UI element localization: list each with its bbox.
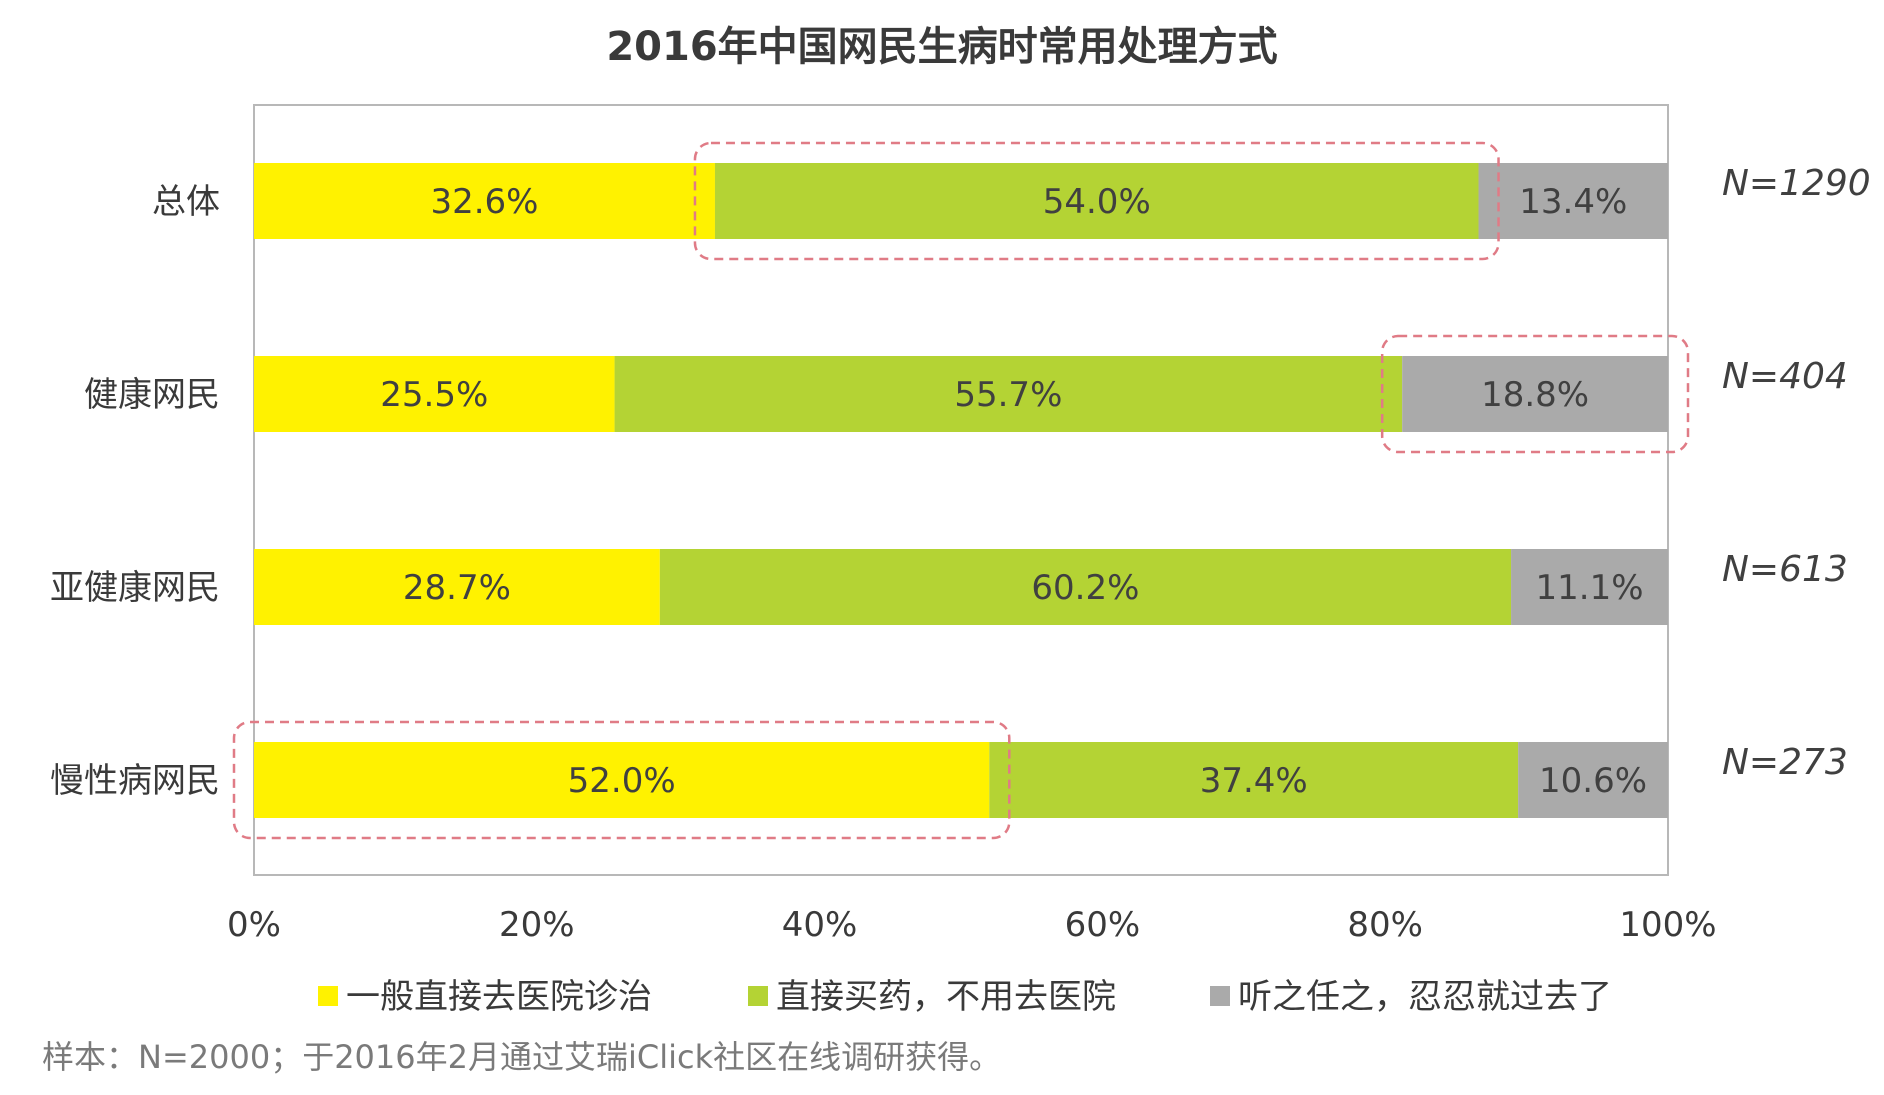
bars-group: 总体 32.6% 54.0% 13.4% N=1290 健康网民 25.5% 55.7% 18.… xyxy=(50,163,1871,818)
bar-segment xyxy=(254,163,715,239)
bar-segment xyxy=(1518,742,1668,818)
highlight-box xyxy=(1380,334,1690,454)
category-label: 健康网民 xyxy=(84,375,220,415)
x-tick-label: 100% xyxy=(1619,905,1716,945)
bar-segment xyxy=(989,742,1519,818)
highlight-group xyxy=(232,141,1690,840)
data-label: 60.2% xyxy=(1031,568,1139,608)
x-axis-ticks: 0% 20% 40% 60% 80% 100% xyxy=(227,905,1717,945)
sample-size-label: N=273 xyxy=(1722,742,1848,783)
x-tick-label: 60% xyxy=(1065,905,1141,945)
data-label: 13.4% xyxy=(1519,182,1627,222)
plot-frame xyxy=(253,104,1669,876)
data-label: 37.4% xyxy=(1200,761,1308,801)
data-label: 55.7% xyxy=(954,375,1062,415)
legend-swatch xyxy=(1210,986,1230,1006)
data-label: 52.0% xyxy=(568,761,676,801)
chart-title: 2016年中国网民生病时常用处理方式 xyxy=(606,24,1277,70)
legend-swatch xyxy=(748,986,768,1006)
bar-segment xyxy=(614,356,1403,432)
highlight-box xyxy=(693,141,1500,261)
legend-swatch xyxy=(318,986,338,1006)
category-label: 慢性病网民 xyxy=(50,761,220,801)
highlight-box xyxy=(232,720,1011,840)
footnote: 样本：N=2000；于2016年2月通过艾瑞iClick社区在线调研获得。 xyxy=(42,1038,1001,1076)
bar-segment xyxy=(1402,356,1668,432)
data-label: 18.8% xyxy=(1481,375,1589,415)
data-label: 28.7% xyxy=(403,568,511,608)
sample-size-label: N=1290 xyxy=(1722,163,1871,204)
data-label: 54.0% xyxy=(1043,182,1151,222)
bar-segment xyxy=(254,356,615,432)
legend-label: 直接买药，不用去医院 xyxy=(776,977,1116,1017)
sample-size-label: N=613 xyxy=(1722,549,1848,590)
category-label: 亚健康网民 xyxy=(50,568,220,608)
data-label: 32.6% xyxy=(430,182,538,222)
category-label: 总体 xyxy=(152,182,220,222)
bar-segment xyxy=(254,549,660,625)
bar-segment xyxy=(659,549,1512,625)
x-tick-label: 40% xyxy=(782,905,858,945)
data-label: 10.6% xyxy=(1539,761,1647,801)
bar-segment xyxy=(714,163,1479,239)
data-label: 25.5% xyxy=(380,375,488,415)
legend-label: 一般直接去医院诊治 xyxy=(346,977,652,1017)
legend-label: 听之任之，忍忍就过去了 xyxy=(1238,977,1612,1017)
sample-size-label: N=404 xyxy=(1722,356,1848,397)
bar-segment xyxy=(1478,163,1668,239)
data-label: 11.1% xyxy=(1536,568,1644,608)
bar-segment xyxy=(254,742,990,818)
x-tick-label: 20% xyxy=(499,905,575,945)
x-tick-label: 0% xyxy=(227,905,281,945)
x-tick-label: 80% xyxy=(1347,905,1423,945)
legend: 一般直接去医院诊治 直接买药，不用去医院 听之任之，忍忍就过去了 xyxy=(318,977,1612,1017)
bar-segment xyxy=(1511,549,1668,625)
